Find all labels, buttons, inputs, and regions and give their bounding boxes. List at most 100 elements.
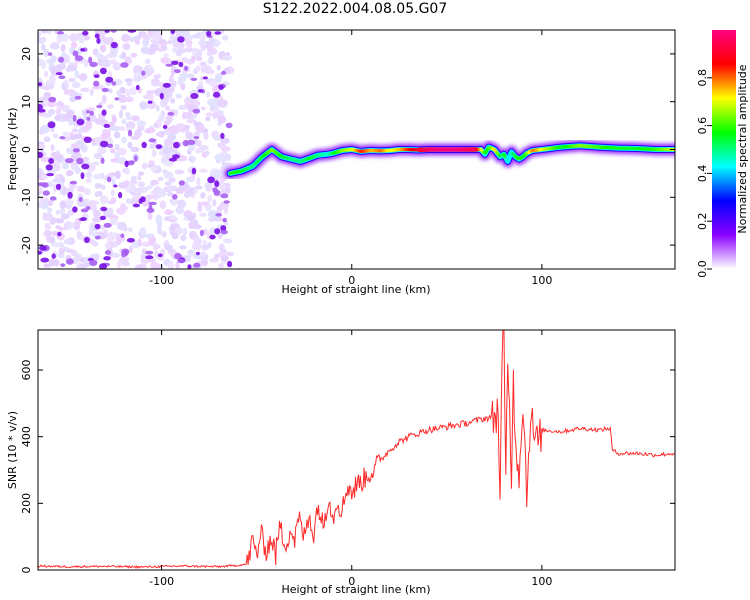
noise-blob-strong <box>72 148 80 153</box>
signal-track <box>222 137 675 182</box>
noise-blob <box>46 58 54 64</box>
noise-blob <box>224 221 229 227</box>
noise-blob-strong <box>104 30 110 33</box>
noise-blob <box>187 214 195 222</box>
signal-track-core <box>228 144 675 175</box>
noise-blob <box>165 105 170 111</box>
noise-blob <box>205 116 211 122</box>
noise-blob-strong <box>162 82 171 88</box>
noise-blob <box>153 193 158 201</box>
noise-blob-strong <box>220 132 225 139</box>
noise-blob <box>216 64 221 71</box>
noise-blob <box>120 255 129 263</box>
noise-blob <box>52 65 63 75</box>
noise-blob-strong <box>138 198 143 204</box>
noise-blob <box>50 242 61 248</box>
noise-blob-strong <box>38 104 43 110</box>
noise-blob <box>154 250 159 259</box>
noise-blob <box>83 114 88 122</box>
noise-blob <box>41 30 49 34</box>
noise-blob <box>196 85 204 91</box>
noise-blob-strong <box>107 143 114 148</box>
noise-blob <box>38 57 42 66</box>
noise-blob <box>145 194 155 200</box>
noise-blob-strong <box>86 110 90 114</box>
noise-blob <box>122 167 129 174</box>
noise-blob-strong <box>145 250 154 255</box>
noise-blob <box>219 99 228 108</box>
noise-blob-strong <box>110 30 117 33</box>
noise-blob <box>163 93 168 99</box>
spectrogram-y-tick-label: -20 <box>20 236 33 254</box>
noise-blob <box>194 185 203 190</box>
snr-x-ticks: -100 0 100 <box>149 330 552 588</box>
noise-blob <box>170 67 176 76</box>
noise-blob-strong <box>113 184 118 188</box>
noise-blob-strong <box>74 95 82 100</box>
noise-blob <box>93 152 103 160</box>
noise-blob-strong <box>214 31 222 35</box>
noise-blob-strong <box>206 30 212 37</box>
spectrogram-y-tick-label: -10 <box>20 188 33 206</box>
noise-blob <box>198 31 207 41</box>
noise-blob <box>124 78 133 83</box>
noise-blob-strong <box>141 70 146 76</box>
noise-blob <box>198 40 207 46</box>
noise-blob <box>111 252 121 258</box>
noise-blob-strong <box>214 180 220 188</box>
snr-y-tick-label: 200 <box>20 493 33 514</box>
noise-blob <box>70 143 79 148</box>
noise-blob <box>104 242 111 250</box>
noise-blob <box>90 204 97 212</box>
noise-blob <box>159 200 167 210</box>
noise-blob-strong <box>55 72 63 76</box>
noise-blob <box>127 141 133 149</box>
noise-blob <box>125 121 136 130</box>
noise-blob <box>220 255 229 262</box>
noise-blob <box>68 118 75 126</box>
noise-blob <box>141 162 148 170</box>
noise-blob <box>125 198 131 204</box>
noise-blob <box>205 91 211 98</box>
noise-blob <box>135 187 144 194</box>
noise-blob-strong <box>193 136 200 140</box>
noise-blob <box>167 40 172 45</box>
noise-blob <box>58 247 65 255</box>
noise-blob-strong <box>170 30 176 35</box>
noise-blob-strong <box>88 56 93 64</box>
noise-blob-strong <box>190 77 198 81</box>
noise-blob <box>163 52 169 58</box>
noise-blob <box>122 43 131 51</box>
noise-blob-strong <box>167 112 175 116</box>
noise-blob <box>151 149 157 158</box>
noise-blob-strong <box>101 87 109 93</box>
noise-blob-strong <box>86 116 91 121</box>
noise-blob <box>188 115 194 120</box>
noise-blob-strong <box>46 173 54 177</box>
noise-blob-strong <box>111 81 116 86</box>
noise-blob <box>185 131 194 140</box>
noise-blob-strong <box>134 155 138 162</box>
noise-blob <box>136 120 146 127</box>
noise-blob <box>217 181 225 190</box>
noise-blob-strong <box>99 263 107 269</box>
noise-blob <box>137 238 142 247</box>
noise-blob-strong <box>38 250 43 255</box>
noise-blob-strong <box>76 118 85 126</box>
noise-blob <box>38 168 43 176</box>
noise-blob <box>190 156 196 163</box>
noise-blob <box>163 186 170 192</box>
noise-blob-strong <box>48 96 57 103</box>
noise-blob <box>152 32 163 42</box>
noise-blob-strong <box>127 30 137 33</box>
noise-blob <box>195 147 202 154</box>
noise-blob <box>158 81 164 89</box>
noise-blob <box>71 81 81 89</box>
noise-blob <box>99 30 105 36</box>
noise-blob <box>145 127 156 133</box>
noise-blob <box>215 170 222 178</box>
noise-blob <box>47 110 53 117</box>
noise-blob-strong <box>38 182 47 187</box>
